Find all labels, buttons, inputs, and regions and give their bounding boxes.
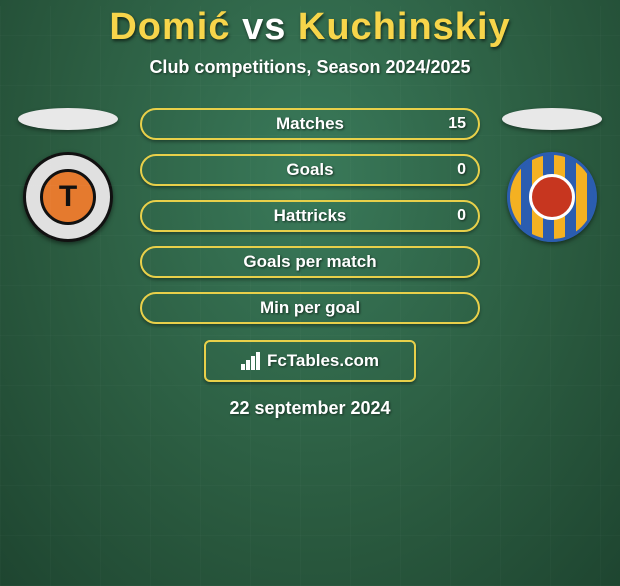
player-b-name: Kuchinskiy <box>298 6 511 48</box>
player-a-name: Domić <box>109 6 230 48</box>
brand-watermark: FcTables.com <box>204 340 416 382</box>
player-b-marker <box>502 108 602 130</box>
right-team-column <box>498 108 606 242</box>
stat-label: Goals <box>286 160 333 180</box>
snapshot-date: 22 september 2024 <box>0 398 620 419</box>
player-a-marker <box>18 108 118 130</box>
naftan-crest <box>507 152 597 242</box>
brand-text: FcTables.com <box>267 351 379 371</box>
stat-row-hattricks: Hattricks 0 <box>140 200 480 232</box>
competition-subtitle: Club competitions, Season 2024/2025 <box>0 57 620 78</box>
torpedo-belaz-crest: T <box>23 152 113 242</box>
stat-label: Hattricks <box>274 206 347 226</box>
stat-value: 0 <box>457 207 466 225</box>
bar-chart-icon <box>241 352 261 370</box>
stat-row-goals: Goals 0 <box>140 154 480 186</box>
stat-label: Matches <box>276 114 344 134</box>
stat-label: Goals per match <box>243 252 376 272</box>
stat-value: 15 <box>448 115 466 133</box>
stat-row-matches: Matches 15 <box>140 108 480 140</box>
stat-row-min-per-goal: Min per goal <box>140 292 480 324</box>
vs-separator: vs <box>242 6 286 48</box>
crest-initial: T <box>40 169 96 225</box>
comparison-title: Domić vs Kuchinskiy <box>0 6 620 49</box>
main-layout: T Matches 15 Goals 0 Hattricks 0 Goals p… <box>0 108 620 324</box>
stat-label: Min per goal <box>260 298 360 318</box>
stat-row-goals-per-match: Goals per match <box>140 246 480 278</box>
stat-bars: Matches 15 Goals 0 Hattricks 0 Goals per… <box>140 108 480 324</box>
stat-value: 0 <box>457 161 466 179</box>
left-team-column: T <box>14 108 122 242</box>
